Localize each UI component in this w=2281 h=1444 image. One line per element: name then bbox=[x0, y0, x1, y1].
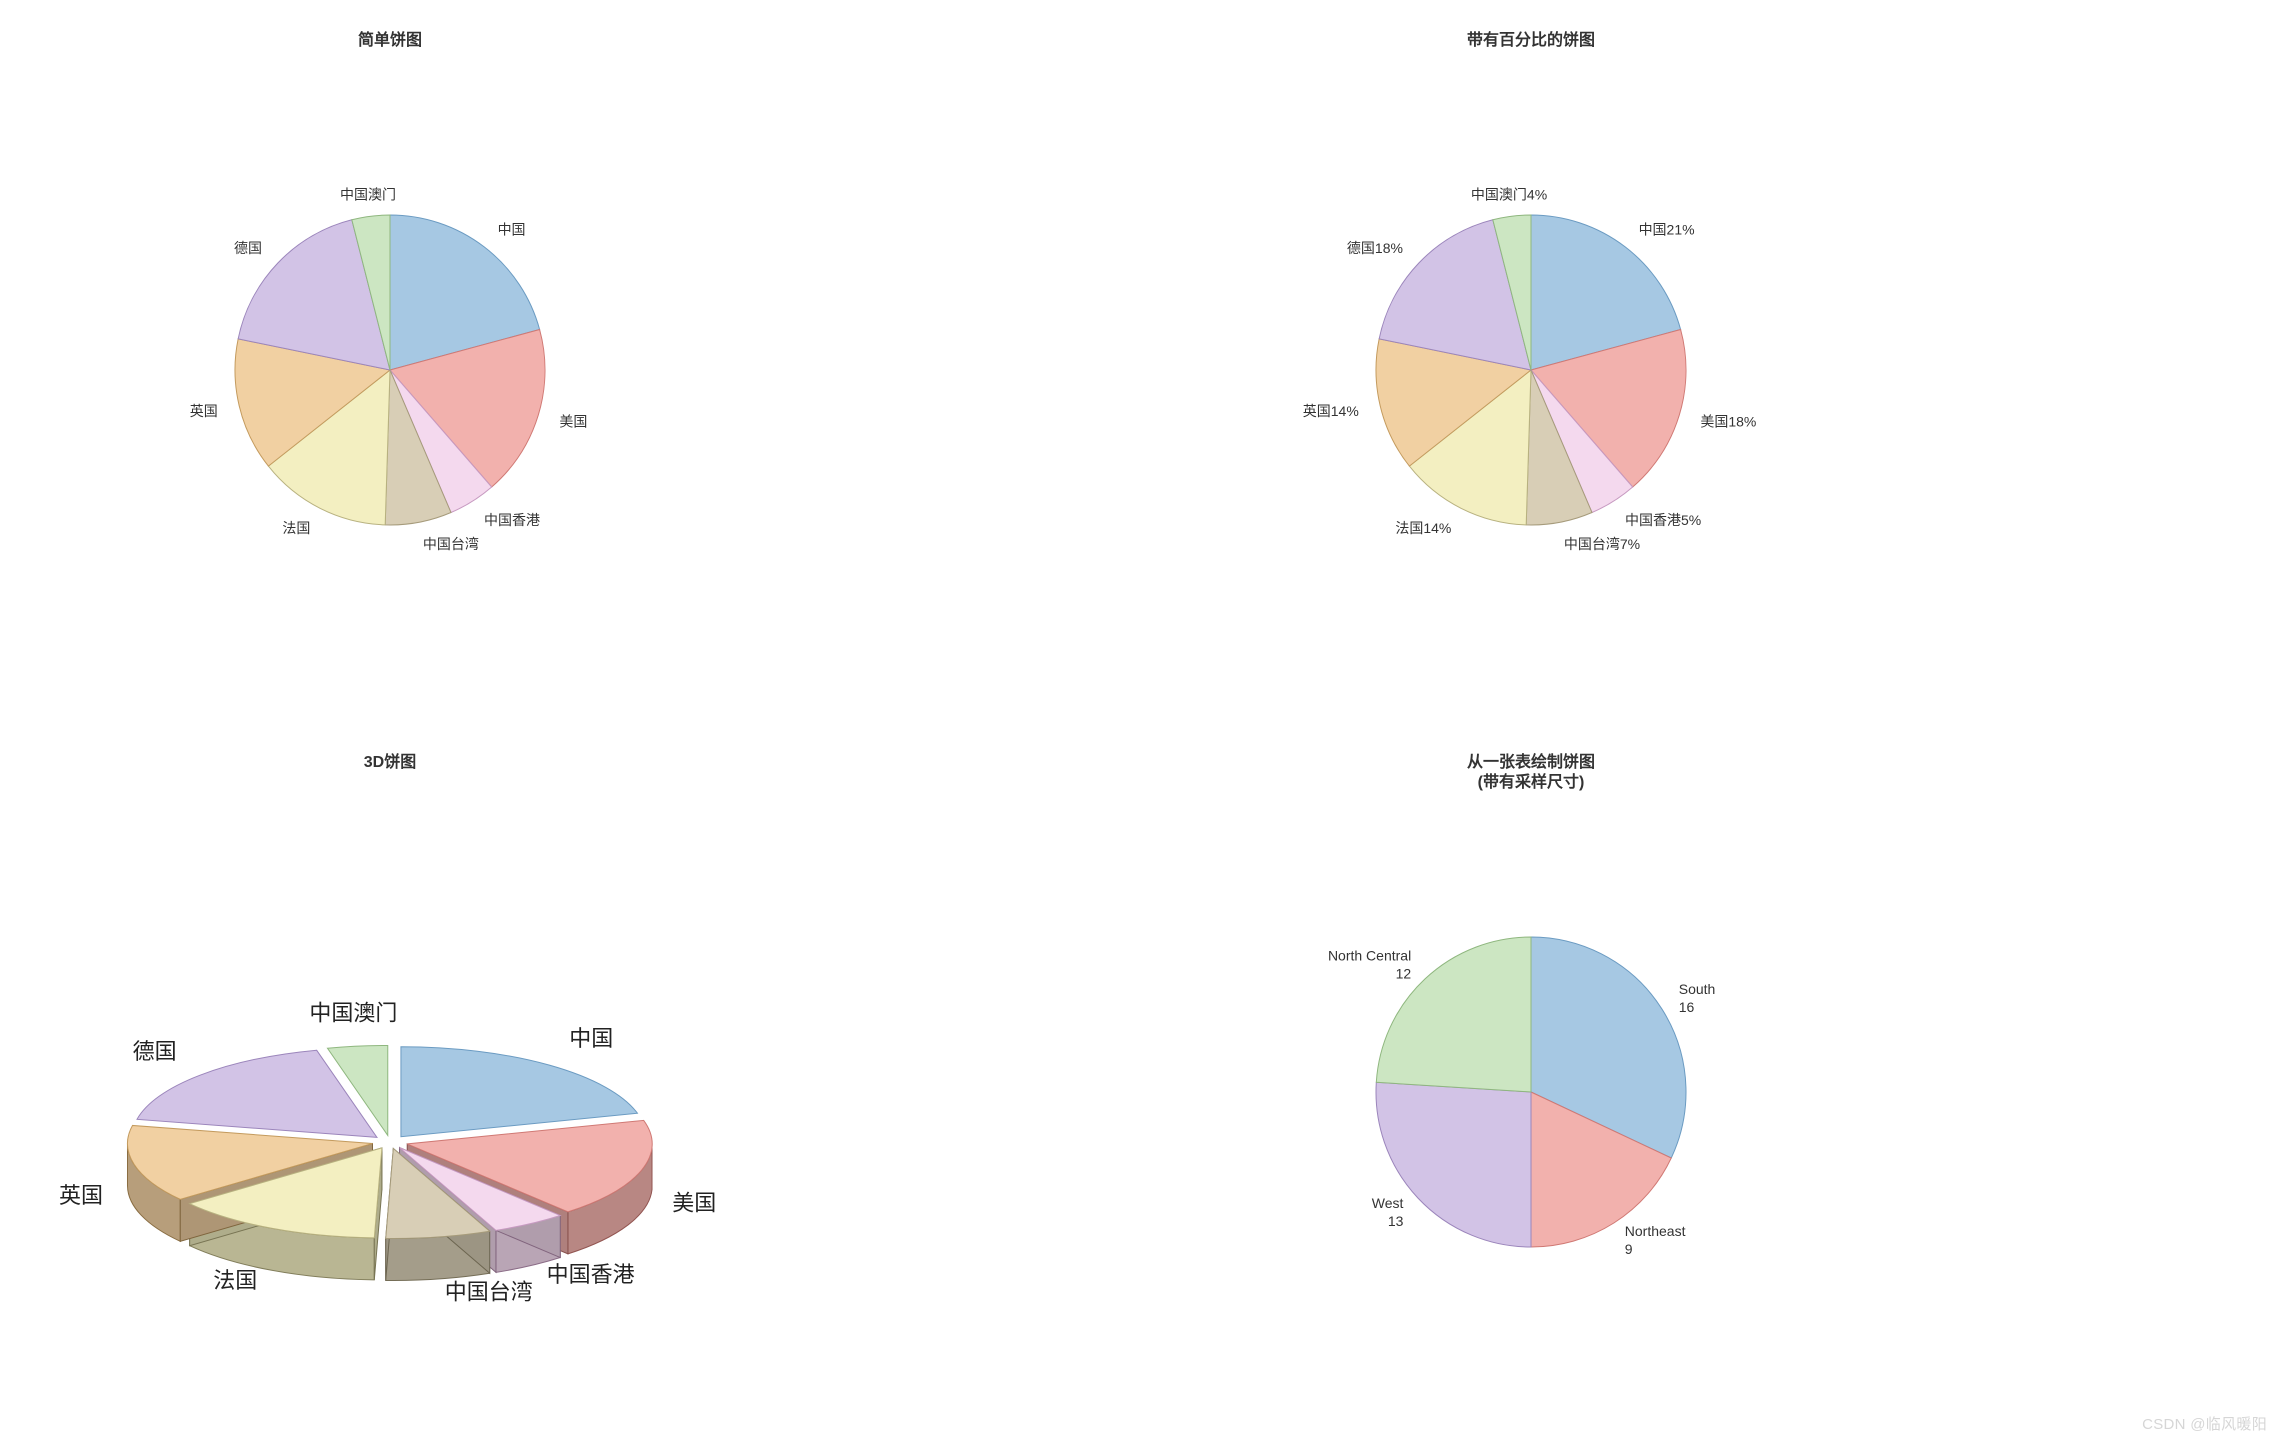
pie3d-label: 中国香港 bbox=[547, 1262, 635, 1287]
pie3d-top bbox=[401, 1047, 637, 1137]
slice-label: 英国 bbox=[190, 403, 218, 419]
pie3d-label: 中国 bbox=[570, 1026, 614, 1051]
pie3d-label: 法国 bbox=[214, 1268, 258, 1293]
pie3d-label: 美国 bbox=[672, 1191, 716, 1216]
pie3d-label: 德国 bbox=[133, 1039, 177, 1064]
slice-label: 中国台湾7% bbox=[1564, 536, 1640, 552]
chart-title: 3D饼图 bbox=[364, 752, 416, 771]
panel-pie-3d: 3D饼图中国美国中国香港中国台湾 法国 英国 德国 中国澳门 bbox=[0, 722, 1141, 1444]
pie-percent-svg: 带有百分比的饼图中国21% 美国18% 中国香港5% 中国台湾7% 法国14% 英国14%… bbox=[1141, 0, 2281, 720]
pie3d-label: 中国澳门 bbox=[310, 1000, 398, 1025]
slice-value: 12 bbox=[1395, 965, 1411, 981]
slice-label: 中国香港 bbox=[484, 512, 540, 528]
slice-label: South bbox=[1679, 981, 1716, 997]
slice-label: 中国 bbox=[498, 221, 526, 237]
slice-label: Northeast bbox=[1625, 1223, 1686, 1239]
slice-label: 中国香港5% bbox=[1625, 512, 1701, 528]
chart-title: (带有采样尺寸) bbox=[1477, 772, 1584, 791]
slice-label: 美国18% bbox=[1700, 414, 1756, 430]
chart-grid: 简单饼图中国美国中国香港中国台湾法国英国德国中国澳门 带有百分比的饼图中国21%… bbox=[0, 0, 2281, 1444]
slice-value: 13 bbox=[1388, 1213, 1404, 1229]
slice-value: 16 bbox=[1679, 999, 1695, 1015]
slice-label: West bbox=[1372, 1195, 1404, 1211]
slice-label: 中国21% bbox=[1638, 221, 1694, 237]
pie3d-label: 英国 bbox=[59, 1183, 103, 1208]
pie-3d-svg: 3D饼图中国美国中国香港中国台湾 法国 英国 德国 中国澳门 bbox=[0, 722, 1140, 1442]
slice-label: 德国18% bbox=[1347, 240, 1403, 256]
slice-label: 法国 bbox=[283, 520, 311, 536]
chart-page: 简单饼图中国美国中国香港中国台湾法国英国德国中国澳门 带有百分比的饼图中国21%… bbox=[0, 0, 2281, 1444]
slice-label: 德国 bbox=[234, 240, 262, 256]
panel-pie-percent: 带有百分比的饼图中国21% 美国18% 中国香港5% 中国台湾7% 法国14% 英国14%… bbox=[1141, 0, 2281, 722]
chart-title: 从一张表绘制饼图 bbox=[1467, 752, 1595, 771]
slice-label: 英国14% bbox=[1303, 403, 1359, 419]
slice-label: 法国14% bbox=[1395, 520, 1451, 536]
pie-simple-svg: 简单饼图中国美国中国香港中国台湾 法国 英国 德国 中国澳门 bbox=[0, 0, 1140, 720]
slice-label: 美国 bbox=[560, 414, 588, 430]
slice-label: 中国澳门4% bbox=[1471, 186, 1547, 202]
panel-pie-simple: 简单饼图中国美国中国香港中国台湾 法国 英国 德国 中国澳门 bbox=[0, 0, 1141, 722]
panel-pie-table: 从一张表绘制饼图(带有采样尺寸) South 16 Northeast 9 West 13 N… bbox=[1141, 722, 2281, 1444]
watermark-text: CSDN @临风暖阳 bbox=[2142, 1413, 2267, 1434]
chart-title: 简单饼图 bbox=[358, 30, 422, 49]
slice-label: North Central bbox=[1328, 947, 1411, 963]
pie-table-svg: 从一张表绘制饼图(带有采样尺寸) South 16 Northeast 9 West 13 N… bbox=[1141, 722, 2281, 1442]
chart-title: 带有百分比的饼图 bbox=[1467, 30, 1595, 49]
slice-label: 中国台湾 bbox=[423, 536, 479, 552]
pie3d-label: 中国台湾 bbox=[445, 1280, 533, 1305]
slice-value: 9 bbox=[1625, 1241, 1633, 1257]
slice-label: 中国澳门 bbox=[340, 186, 396, 202]
